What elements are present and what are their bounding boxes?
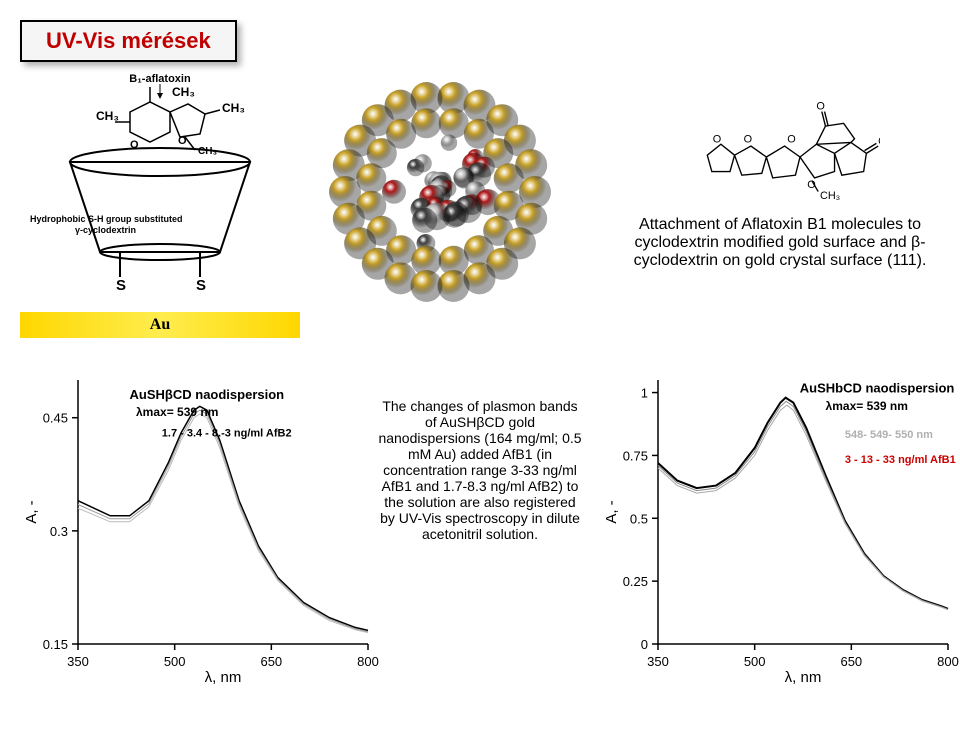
s-label: S	[116, 277, 126, 294]
svg-text:548- 549- 550 nm: 548- 549- 550 nm	[845, 429, 933, 441]
svg-text:AuSHβCD naodispersion: AuSHβCD naodispersion	[130, 387, 285, 402]
svg-text:500: 500	[164, 654, 186, 669]
substitute-label: Hydrophobic S-H group substituted γ-cycl…	[30, 214, 185, 235]
svg-text:1.7 - 3.4 - 8.-3 ng/ml AfB2: 1.7 - 3.4 - 8.-3 ng/ml AfB2	[162, 428, 292, 440]
svg-text:λmax= 539 nm: λmax= 539 nm	[136, 405, 218, 419]
ch3-label: CH₃	[198, 146, 217, 157]
o-atom: O	[744, 133, 752, 145]
svg-text:0.45: 0.45	[43, 411, 68, 426]
page-title: UV-Vis mérések	[20, 20, 237, 62]
svg-text:A, -: A, -	[603, 500, 620, 523]
nanoparticle-panel	[320, 72, 600, 317]
structural-formula: O O O O O O CH₃	[680, 72, 880, 202]
svg-text:800: 800	[357, 654, 379, 669]
svg-text:λmax= 539 nm: λmax= 539 nm	[826, 399, 908, 413]
svg-text:AuSHbCD naodispersion: AuSHbCD naodispersion	[800, 381, 955, 396]
o-atom: O	[713, 133, 721, 145]
svg-text:0.75: 0.75	[623, 448, 648, 463]
svg-text:λ, nm: λ, nm	[205, 669, 242, 686]
cyclodextrin-panel: B₁-aflatoxin CH₃ CH₃ CH₃ CH₃ O O Hydroph…	[20, 72, 300, 338]
svg-text:0.3: 0.3	[50, 524, 68, 539]
svg-text:800: 800	[937, 654, 959, 669]
svg-text:650: 650	[840, 654, 862, 669]
o-label: O	[178, 135, 187, 147]
description-text: Attachment of Aflatoxin B1 molecules to …	[620, 216, 940, 270]
s-label: S	[196, 277, 206, 294]
o-atom: O	[816, 101, 824, 113]
ch3-label: CH₃	[96, 109, 119, 123]
aflatoxin-label: B₁-aflatoxin	[129, 73, 191, 85]
svg-text:A, -: A, -	[23, 500, 40, 523]
o-label: O	[130, 139, 139, 151]
top-figures-row: B₁-aflatoxin CH₃ CH₃ CH₃ CH₃ O O Hydroph…	[20, 72, 940, 338]
o-atom: O	[787, 133, 795, 145]
svg-text:350: 350	[647, 654, 669, 669]
svg-text:500: 500	[744, 654, 766, 669]
chart-left: 3505006508000.150.30.45λ, nmA, -AuSHβCD …	[20, 368, 360, 668]
ch3-sub: CH₃	[820, 190, 840, 202]
svg-text:1: 1	[641, 386, 648, 401]
au-bar: Au	[20, 312, 300, 338]
chart-right: 35050065080000.250.50.751λ, nmA, -AuSHbC…	[600, 368, 940, 668]
svg-text:0.25: 0.25	[623, 574, 648, 589]
svg-text:0.15: 0.15	[43, 637, 68, 652]
svg-text:λ, nm: λ, nm	[785, 669, 822, 686]
ch3-label: CH₃	[172, 85, 195, 99]
cyclodextrin-diagram: B₁-aflatoxin CH₃ CH₃ CH₃ CH₃ O O Hydroph…	[20, 72, 300, 312]
svg-text:3 - 13 - 33 ng/ml AfB1: 3 - 13 - 33 ng/ml AfB1	[845, 454, 956, 466]
svg-text:0.5: 0.5	[630, 511, 648, 526]
svg-text:350: 350	[67, 654, 89, 669]
svg-text:650: 650	[260, 654, 282, 669]
middle-description: The changes of plasmon bands of AuSHβCD …	[370, 368, 590, 542]
description-panel: O O O O O O CH₃ Attachment of Aflatoxin …	[620, 72, 940, 270]
ch3-label: CH₃	[222, 101, 245, 115]
svg-text:0: 0	[641, 637, 648, 652]
bottom-charts-row: 3505006508000.150.30.45λ, nmA, -AuSHβCD …	[20, 368, 940, 668]
o-atom: O	[878, 135, 880, 147]
